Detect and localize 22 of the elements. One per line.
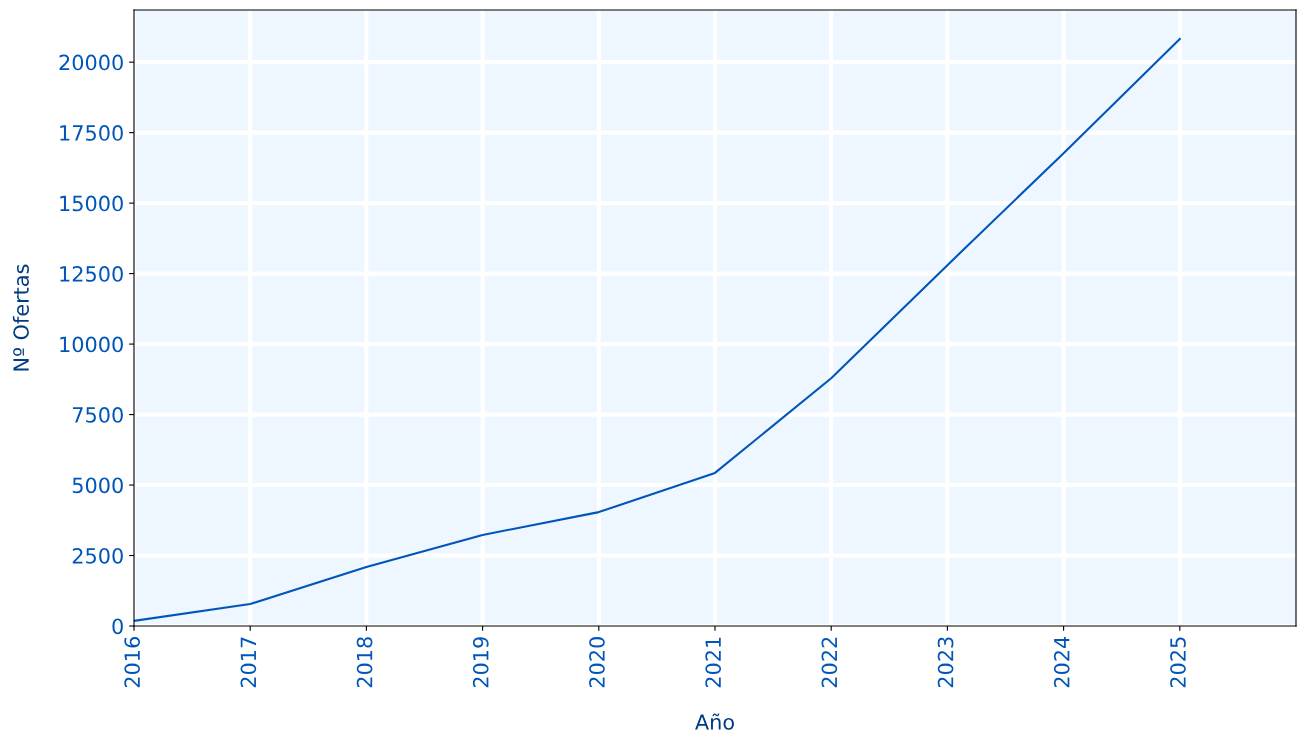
y-tick-label: 7500: [72, 407, 123, 423]
x-tick-label: 2019: [472, 637, 489, 688]
y-tick-label: 17500: [60, 125, 123, 141]
y-tick-label: 15000: [60, 195, 123, 212]
y-tick-label: 2500: [72, 547, 123, 564]
y-tick-label: 10000: [60, 336, 123, 353]
x-tick-label: 2020: [589, 637, 605, 688]
x-tick-label: 2023: [937, 637, 954, 688]
x-tick-label: 2025: [1170, 637, 1186, 688]
line-series: [134, 38, 1181, 622]
x-tick-label: 2021: [705, 637, 722, 688]
x-tick-label: 2022: [821, 637, 838, 688]
x-tick-label: 2024: [1053, 636, 1070, 688]
y-tick-label: 0: [112, 618, 123, 635]
y-tick-label: 5000: [72, 477, 123, 494]
y-tick-label: 20000: [59, 54, 123, 71]
x-axis-title: Año: [695, 713, 734, 730]
x-tick-label: 2017: [240, 637, 257, 688]
y-axis-title: Nº Ofertas: [12, 264, 29, 371]
y-tick-label: 12500: [60, 266, 123, 282]
x-tick-label: 2016: [124, 637, 141, 688]
x-tick-label: 2018: [356, 637, 373, 688]
